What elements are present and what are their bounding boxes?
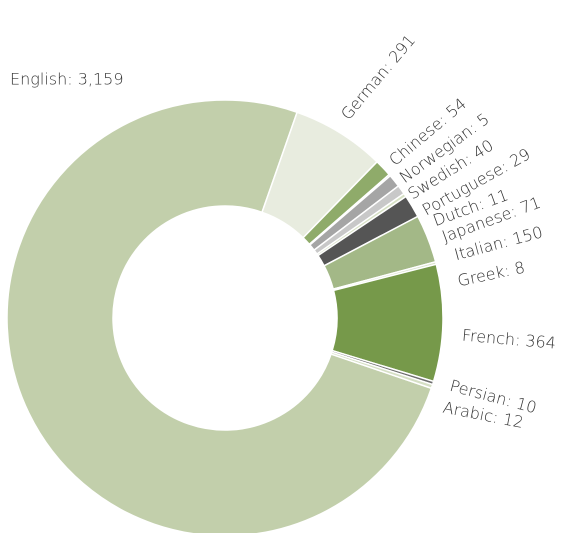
slice-label: English: 3,159: [10, 70, 124, 89]
donut-slice: [6, 99, 433, 533]
donut-slice: [330, 351, 434, 390]
slice-label: French: 364: [461, 326, 557, 353]
slice-label: German: 291: [337, 31, 419, 124]
slice-label: Greek: 8: [456, 258, 527, 291]
